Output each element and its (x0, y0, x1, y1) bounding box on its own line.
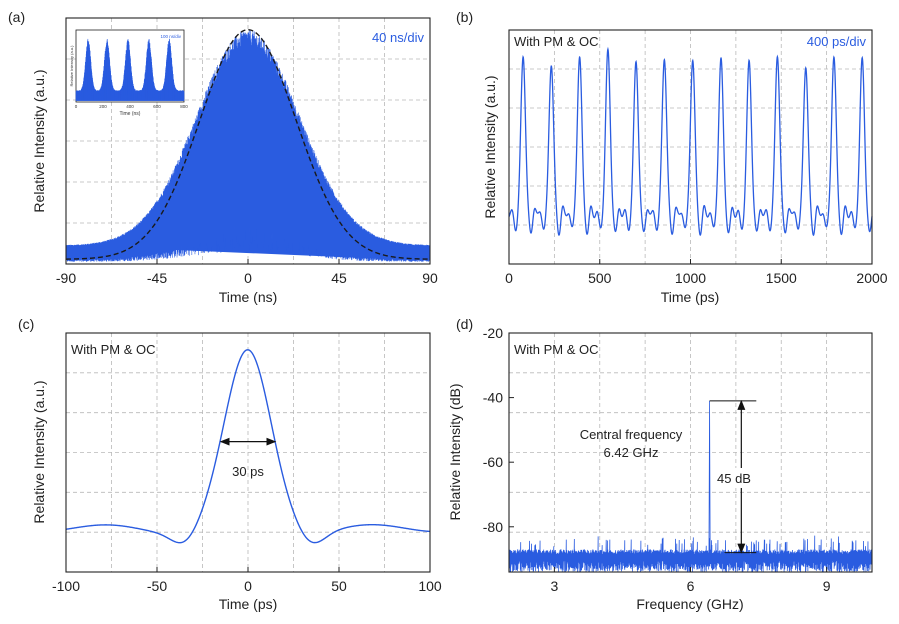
panel-a-inset-ylabel: Relative Intensity (a.u.) (69, 45, 74, 87)
panel-b: (b) 0 500 1000 1500 2000 Time (ps) Relative … (456, 9, 888, 305)
panel-a-inset-annotation: 100 ns/div (160, 34, 181, 39)
panel-c: (c) 30 ps -100 -50 0 50 100 Time (ps) Relati… (18, 316, 442, 612)
inset-x-tick-label: 800 (180, 104, 188, 109)
x-tick-label: 500 (588, 270, 612, 286)
panel-d-condition-text: With PM & OC (514, 342, 599, 357)
y-tick-label: -60 (483, 454, 503, 470)
x-tick-label: 1000 (675, 270, 706, 286)
x-tick-label: 1500 (766, 270, 797, 286)
panel-b-pulse-train (508, 46, 873, 237)
x-tick-label: 6 (687, 578, 695, 594)
panel-c-label: (c) (18, 316, 34, 332)
panel-a-ylabel: Relative Intensity (a.u.) (31, 69, 47, 212)
panel-d-xlabel: Frequency (GHz) (636, 596, 743, 612)
panel-d-difference-label-bg (712, 468, 756, 488)
x-tick-label: 3 (550, 578, 558, 594)
inset-x-tick-label: 400 (126, 104, 134, 109)
panel-c-condition-text: With PM & OC (71, 342, 156, 357)
panel-d-grid (509, 333, 872, 572)
x-tick-label: -100 (52, 578, 80, 594)
panel-a-inset-xlabel: Time (ns) (120, 111, 141, 117)
panel-b-ylabel: Relative Intensity (a.u.) (482, 75, 498, 218)
panel-a-inset-signal (75, 38, 185, 101)
panel-d-difference-label: 45 dB (717, 471, 751, 486)
x-tick-label: 45 (331, 270, 347, 286)
x-tick-label: 90 (422, 270, 438, 286)
panel-a-xlabel: Time (ns) (219, 289, 278, 305)
panel-c-xlabel: Time (ps) (219, 596, 278, 612)
x-tick-label: 0 (505, 270, 513, 286)
x-tick-label: 9 (823, 578, 831, 594)
panel-b-grid (509, 30, 872, 264)
panel-c-xticks: -100 -50 0 50 100 (52, 567, 442, 594)
panel-b-label: (b) (456, 9, 473, 25)
inset-x-tick-label: 200 (99, 104, 107, 109)
panel-c-ylabel: Relative Intensity (a.u.) (31, 380, 47, 523)
panel-a-inset-xticks: 0 200 400 600 800 (75, 104, 189, 109)
x-tick-label: 50 (331, 578, 347, 594)
panel-d: (d) 45 dB Central frequency 6.42 GHz 3 6 9… (447, 316, 873, 612)
panel-b-scale-annotation: 400 ps/div (807, 34, 867, 49)
panel-b-xlabel: Time (ps) (661, 289, 720, 305)
y-tick-label: -40 (483, 390, 503, 406)
inset-x-tick-label: 600 (153, 104, 161, 109)
panel-a: (a) -90 -45 0 45 90 Time (ns) Relative Inten… (8, 9, 438, 305)
panel-d-xticks: 3 6 9 (550, 567, 831, 594)
panel-b-condition-text: With PM & OC (514, 34, 599, 49)
panel-d-yticks: -20 -40 -60 -80 (483, 325, 514, 535)
panel-d-annotation-value: 6.42 GHz (604, 445, 659, 460)
panel-c-grid (66, 333, 430, 572)
inset-x-tick-label: 0 (75, 104, 78, 109)
x-tick-label: -50 (147, 578, 167, 594)
y-tick-label: -80 (483, 519, 503, 535)
x-tick-label: -45 (147, 270, 167, 286)
panel-d-label: (d) (456, 316, 473, 332)
panel-d-ylabel: Relative Intensity (dB) (447, 384, 463, 521)
x-tick-label: 100 (418, 578, 442, 594)
x-tick-label: -90 (56, 270, 76, 286)
panel-b-xticks: 0 500 1000 1500 2000 (505, 259, 888, 286)
x-tick-label: 2000 (856, 270, 887, 286)
x-tick-label: 0 (244, 270, 252, 286)
panel-a-label: (a) (8, 9, 25, 25)
x-tick-label: 0 (244, 578, 252, 594)
y-tick-label: -20 (483, 325, 503, 341)
panel-a-signal (65, 29, 431, 262)
panel-a-scale-annotation: 40 ns/div (372, 30, 425, 45)
panel-c-pulse-curve (65, 349, 431, 544)
panel-c-fwhm-label: 30 ps (232, 464, 264, 479)
panel-a-fit-curve (65, 29, 431, 260)
panel-a-inset: 0 200 400 600 800 Time (ns) Relative Intensi… (69, 29, 189, 117)
panel-a-xticks: -90 -45 0 45 90 (56, 259, 438, 286)
panel-d-annotation-title: Central frequency (580, 427, 683, 442)
